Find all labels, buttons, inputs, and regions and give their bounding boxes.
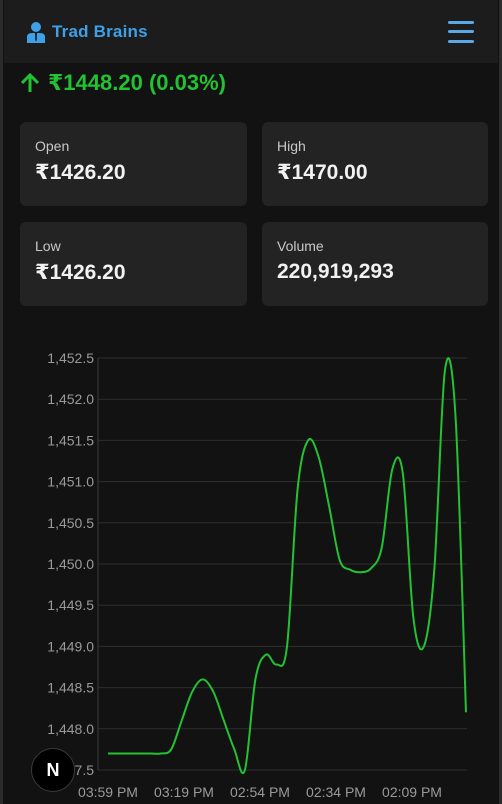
stat-label-low: Low: [35, 238, 61, 254]
stat-label-volume: Volume: [277, 238, 324, 254]
stat-value-low: ₹1426.20: [35, 261, 126, 284]
y-tick-label: 1,451.0: [47, 474, 94, 490]
frame-right: [499, 0, 502, 804]
y-tick-label: 1,449.5: [47, 597, 94, 613]
arrow-up-icon: [20, 72, 40, 92]
stat-value-open: ₹1426.20: [35, 161, 126, 184]
stat-label-open: Open: [35, 138, 70, 154]
stat-value-volume: 220,919,293: [277, 260, 394, 283]
stat-card-open: Open ₹1426.20: [20, 122, 247, 206]
stat-label-high: High: [277, 138, 306, 154]
y-tick-label: 1,450.5: [47, 515, 94, 531]
x-tick-label: 03:19 PM: [154, 784, 214, 800]
y-tick-label: 1,449.0: [47, 638, 94, 654]
x-tick-label: 02:09 PM: [382, 784, 442, 800]
y-tick-label: 1,452.0: [47, 391, 94, 407]
stat-card-low: Low ₹1426.20: [20, 222, 247, 306]
n-badge-button[interactable]: N: [31, 748, 75, 792]
y-tick-label: 1,451.5: [47, 432, 94, 448]
brand-logo[interactable]: Trad Brains: [26, 21, 148, 43]
y-tick-label: 1,452.5: [47, 350, 94, 366]
brand-name: Trad Brains: [52, 21, 148, 41]
y-tick-label: 1,448.5: [47, 680, 94, 696]
x-tick-label: 02:34 PM: [306, 784, 366, 800]
top-header: Trad Brains: [4, 0, 498, 63]
y-tick-label: 1,450.0: [47, 556, 94, 572]
stat-card-volume: Volume 220,919,293: [262, 222, 488, 306]
user-icon: [27, 21, 45, 43]
hamburger-menu-icon[interactable]: [448, 20, 474, 43]
current-price: ₹1448.20 (0.03%): [48, 70, 226, 95]
x-tick-label: 02:54 PM: [230, 784, 290, 800]
stat-card-high: High ₹1470.00: [262, 122, 488, 206]
price-chart: 1,447.51,448.01,448.51,449.01,449.51,450…: [47, 350, 467, 800]
price-change: ₹1448.20 (0.03%): [20, 70, 226, 96]
y-tick-label: 1,448.0: [47, 721, 94, 737]
stat-value-high: ₹1470.00: [277, 161, 368, 184]
frame-left: [0, 0, 3, 804]
price-line-series: [108, 357, 467, 774]
x-tick-label: 03:59 PM: [78, 784, 138, 800]
